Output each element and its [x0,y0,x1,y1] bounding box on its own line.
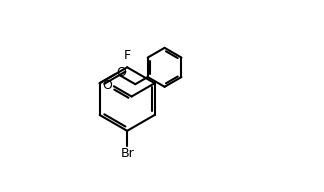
Text: O: O [102,79,112,92]
Text: Br: Br [120,147,134,160]
Text: F: F [123,49,131,62]
Text: O: O [117,66,126,79]
